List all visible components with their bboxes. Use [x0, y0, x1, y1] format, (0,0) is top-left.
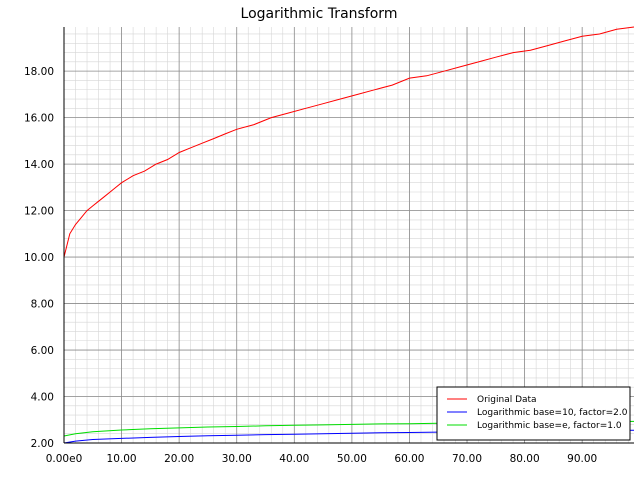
- series-line-0: [63, 26, 635, 258]
- y-tick-label: 16.00: [24, 113, 54, 125]
- series-layer: [63, 26, 635, 444]
- y-tick-labels: 2.00 4.00 6.00 8.00 10.00 12.00 14.00 16.00 18.0…: [24, 66, 54, 450]
- legend-label-2: Logarithmic base=e, factor=1.0: [477, 421, 622, 431]
- x-tick-label: 90.00: [567, 453, 597, 465]
- legend-box: [436, 386, 631, 441]
- legend-label-1: Logarithmic base=10, factor=2.0: [477, 408, 628, 418]
- minor-grid: [63, 27, 634, 444]
- x-tick-label: 10.00: [107, 453, 137, 465]
- y-tick-label: 2.00: [31, 438, 54, 450]
- y-tick-label: 8.00: [31, 299, 54, 311]
- legend-label-0: Original Data: [477, 395, 537, 405]
- chart-title: Logarithmic Transform: [241, 6, 398, 22]
- x-tick-label: 60.00: [394, 453, 424, 465]
- x-tick-label: 80.00: [510, 453, 540, 465]
- x-tick-label: 0.00e0: [46, 453, 83, 465]
- y-tick-label: 18.00: [24, 66, 54, 78]
- major-grid: [63, 27, 634, 444]
- x-tick-label: 50.00: [337, 453, 367, 465]
- y-tick-label: 14.00: [24, 159, 54, 171]
- x-tick-label: 70.00: [452, 453, 482, 465]
- y-tick-label: 12.00: [24, 206, 54, 218]
- y-tick-label: 10.00: [24, 252, 54, 264]
- y-tick-label: 6.00: [31, 345, 54, 357]
- axes: [63, 27, 634, 444]
- y-tick-label: 4.00: [31, 392, 54, 404]
- x-tick-label: 40.00: [279, 453, 309, 465]
- x-tick-labels: 0.00e0 10.00 20.00 30.00 40.00 50.00 60.00 70.0…: [46, 453, 597, 465]
- x-tick-label: 30.00: [222, 453, 252, 465]
- legend: Original Data Logarithmic base=10, factor…: [436, 386, 631, 441]
- x-tick-label: 20.00: [164, 453, 194, 465]
